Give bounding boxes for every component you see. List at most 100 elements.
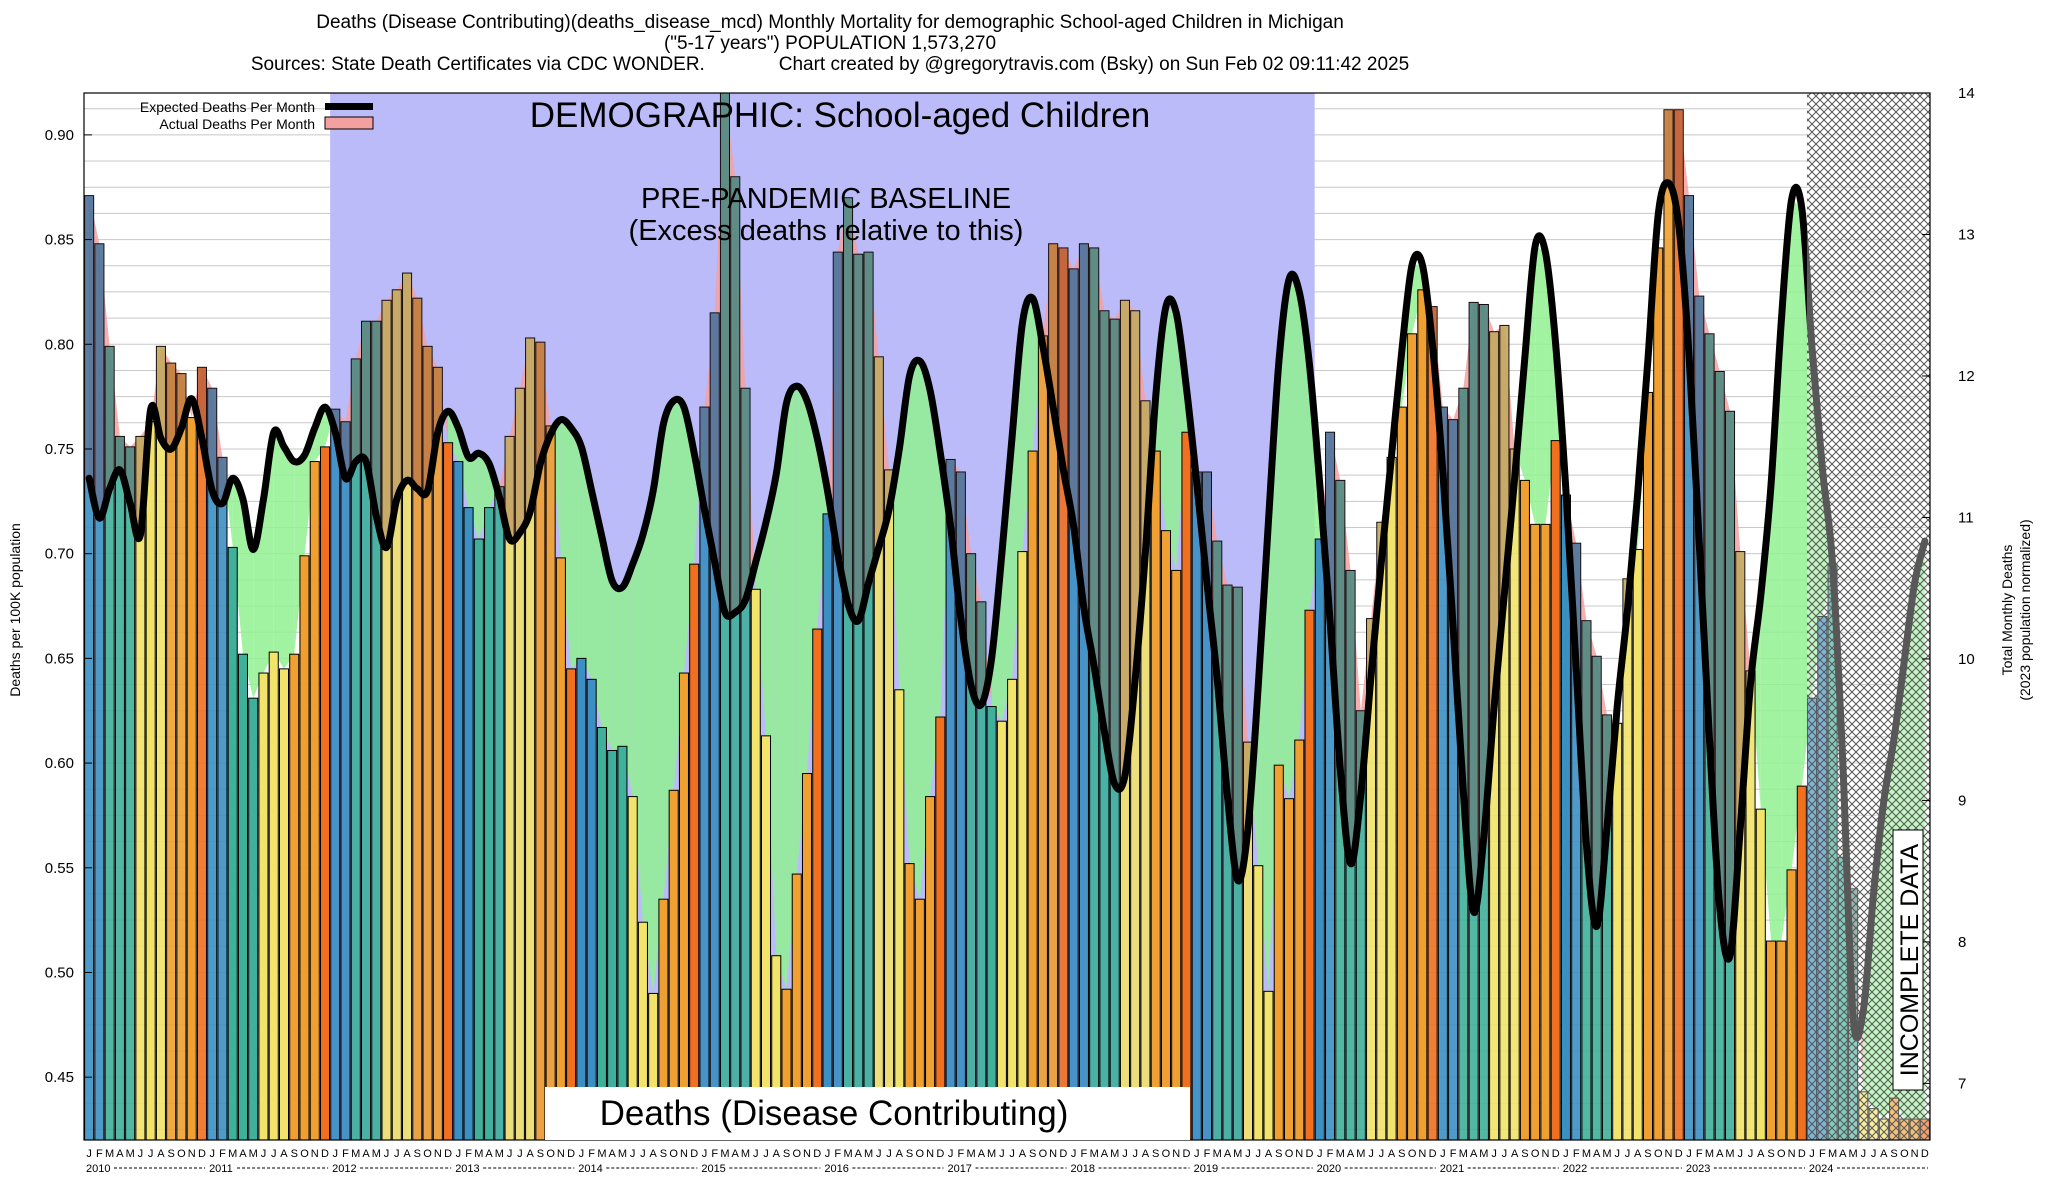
x-month-label: M (1233, 1148, 1242, 1160)
x-month-label: A (1019, 1148, 1027, 1160)
x-month-label: J (1491, 1148, 1497, 1160)
x-month-label: N (680, 1148, 688, 1160)
y-tick-label: 0.90 (45, 127, 74, 144)
excess-bar-segment (833, 252, 843, 554)
x-month-label: J (1317, 1148, 1323, 1160)
excess-bar-segment (1140, 400, 1150, 552)
x-month-label: A (116, 1148, 124, 1160)
excess-bar-segment (351, 358, 361, 462)
x-month-label: M (249, 1148, 258, 1160)
x-month-label: N (1049, 1148, 1057, 1160)
excess-bar-segment (1222, 585, 1233, 797)
x-month-label: O (1654, 1148, 1663, 1160)
y2-tick-label: 7 (1958, 1075, 1966, 1092)
actual-bar (1766, 940, 1777, 1141)
excess-bar-segment (1725, 411, 1735, 956)
excess-bar-segment (505, 436, 515, 540)
excess-bar-segment (1735, 551, 1745, 828)
expected-deaths-line (85, 179, 1929, 1042)
x-month-label: M (1090, 1148, 1099, 1160)
x-month-label: A (608, 1148, 616, 1160)
x-month-label: S (291, 1148, 298, 1160)
x-year-label: 2016 (824, 1163, 848, 1175)
x-month-label: J (1871, 1148, 1877, 1160)
excess-deficit-fill (232, 478, 243, 655)
y2-tick-label: 10 (1958, 651, 1975, 668)
x-month-label: N (557, 1148, 565, 1160)
excess-bar-segment (525, 337, 535, 512)
actual-bar (1407, 333, 1418, 1141)
metric-annotation: Deaths (Disease Contributing) (600, 1094, 1069, 1133)
x-month-label: O (1900, 1148, 1909, 1160)
x-month-label: J (640, 1148, 646, 1160)
x-month-label: N (311, 1148, 319, 1160)
excess-bar-segment (1202, 472, 1212, 583)
x-month-label: J (1686, 1148, 1692, 1160)
x-month-label: M (1848, 1148, 1857, 1160)
x-month-label: A (1511, 1148, 1519, 1160)
excess-deficit-fill (653, 423, 664, 994)
excess-deficit-fill (458, 428, 469, 508)
x-month-label: F (1327, 1148, 1334, 1160)
x-year-label: 2023 (1686, 1163, 1710, 1175)
x-month-label: A (1347, 1148, 1355, 1160)
x-month-label: F (711, 1148, 718, 1160)
excess-deficit-fill (571, 428, 582, 669)
x-month-label: F (1573, 1148, 1580, 1160)
x-month-label: M (1725, 1148, 1734, 1160)
x-month-label: J (1132, 1148, 1138, 1160)
actual-bar (1263, 990, 1274, 1141)
x-month-label: D (198, 1148, 206, 1160)
actual-bar (1037, 335, 1048, 1141)
x-month-label: A (978, 1148, 986, 1160)
excess-deficit-fill (612, 580, 623, 751)
actual-bar (309, 461, 320, 1141)
x-month-label: M (987, 1148, 996, 1160)
x-month-label: A (1265, 1148, 1273, 1160)
excess-bar-segment (392, 289, 402, 500)
actual-bar (1027, 450, 1038, 1141)
excess-bar-segment (1233, 587, 1243, 881)
excess-bar-segment (976, 601, 986, 705)
actual-bar (1160, 530, 1171, 1141)
excess-bar-segment (1130, 310, 1140, 680)
excess-bar-segment (423, 346, 433, 491)
y2-axis-title-line2: (2023 population normalized) (2017, 519, 2033, 700)
x-month-label: J (1614, 1148, 1620, 1160)
actual-bar (1171, 569, 1182, 1141)
actual-bar (1755, 808, 1766, 1141)
actual-bar (1396, 406, 1407, 1141)
x-month-label: A (1470, 1148, 1478, 1160)
excess-deficit-fill (1289, 279, 1300, 799)
excess-deficit-fill (663, 400, 674, 900)
x-month-label: N (1172, 1148, 1180, 1160)
x-month-label: J (886, 1148, 892, 1160)
excess-deficit-fill (591, 490, 602, 728)
x-month-label: S (1521, 1148, 1528, 1160)
excess-bar-segment (853, 254, 863, 621)
x-month-label: A (1839, 1148, 1847, 1160)
x-month-label: J (876, 1148, 882, 1160)
excess-bar-segment (1110, 319, 1120, 785)
excess-bar-segment (1346, 570, 1356, 864)
x-month-label: D (1429, 1148, 1437, 1160)
x-month-label: A (1101, 1148, 1109, 1160)
x-month-label: N (1665, 1148, 1673, 1160)
x-month-label: J (1502, 1148, 1508, 1160)
excess-deficit-fill (1750, 595, 1761, 810)
excess-deficit-fill (601, 536, 613, 751)
x-month-label: J (825, 1148, 831, 1160)
x-month-label: A (1880, 1148, 1888, 1160)
y2-tick-label: 8 (1958, 934, 1966, 951)
excess-bar-segment (946, 459, 956, 527)
x-month-label: N (803, 1148, 811, 1160)
x-year-label: 2021 (1440, 1163, 1464, 1175)
excess-bar-segment (1694, 296, 1704, 544)
excess-bar-segment (1099, 310, 1109, 732)
excess-deficit-fill (1155, 306, 1166, 531)
x-month-label: J (456, 1148, 462, 1160)
metric-label-box (545, 1087, 1190, 1140)
x-month-label: A (650, 1148, 658, 1160)
actual-bar (555, 557, 566, 1141)
